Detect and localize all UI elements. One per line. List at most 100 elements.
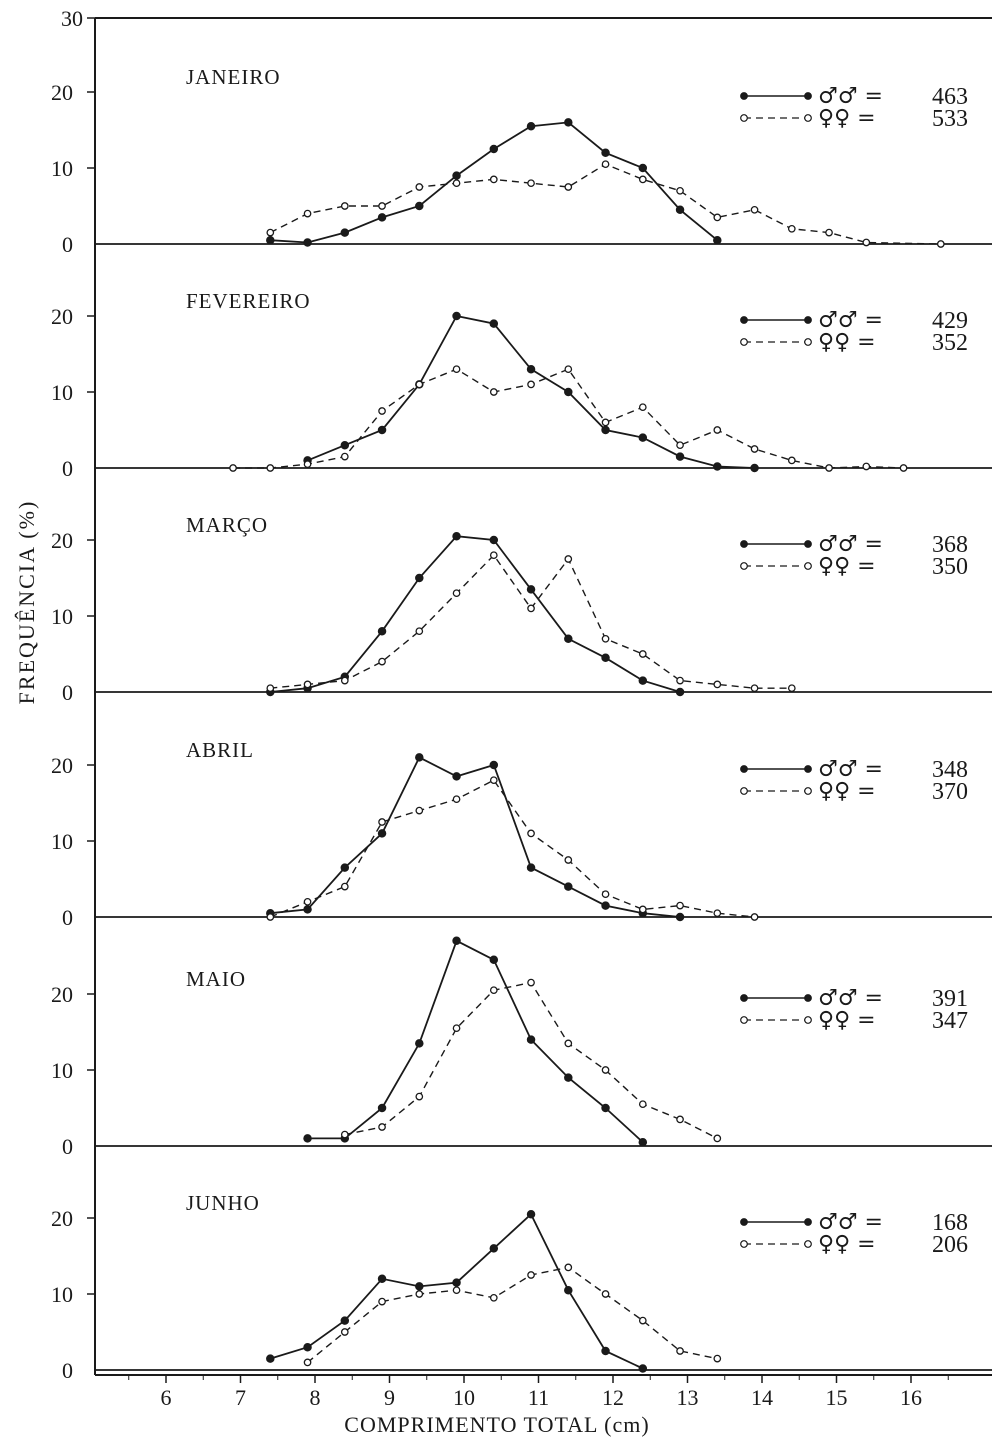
- x-axis-label: COMPRIMENTO TOTAL (cm): [344, 1412, 650, 1437]
- female-data-point: [676, 441, 684, 450]
- male-series-line: [307, 939, 644, 1143]
- female-data-point: [303, 680, 312, 689]
- female-data-point: [676, 901, 684, 910]
- female-data-point: [899, 464, 908, 472]
- female-data-point: [676, 1115, 684, 1124]
- female-series-line: [270, 554, 792, 689]
- female-data-point: [527, 179, 535, 188]
- male-data-point: [526, 585, 536, 594]
- female-data-point: [340, 1328, 349, 1336]
- female-data-point: [452, 179, 461, 188]
- female-data-point: [340, 882, 349, 891]
- female-data-point: [266, 684, 275, 693]
- legend-label: ♀♀ =: [818, 330, 876, 355]
- male-data-point: [601, 1103, 610, 1113]
- y-tick-label: 30: [61, 6, 83, 31]
- female-data-point: [303, 460, 312, 469]
- y-tick-label: 0: [62, 232, 73, 257]
- legend-marker: [740, 765, 748, 773]
- male-data-point: [452, 936, 461, 946]
- male-data-point: [452, 1278, 461, 1287]
- male-data-point: [526, 364, 536, 374]
- male-data-point: [564, 387, 573, 397]
- legend-count: 533: [932, 106, 968, 132]
- male-data-point: [601, 425, 610, 435]
- female-data-point: [415, 1092, 424, 1101]
- male-data-point: [415, 1282, 424, 1291]
- female-data-point: [340, 202, 349, 210]
- female-data-point: [527, 380, 535, 389]
- male-data-point: [415, 573, 424, 583]
- legend-marker: [740, 316, 748, 324]
- female-data-point: [713, 1134, 722, 1143]
- male-series-line: [270, 756, 681, 918]
- female-data-point: [787, 684, 796, 693]
- legend-count: 206: [932, 1232, 968, 1258]
- female-data-point: [378, 818, 386, 826]
- legend-marker: [804, 316, 812, 324]
- male-data-point: [377, 1274, 387, 1284]
- legend-label: ♂♂ =: [818, 84, 883, 109]
- legend-marker: [804, 1240, 812, 1248]
- male-data-point: [638, 676, 648, 685]
- x-tick-label: 14: [751, 1385, 773, 1410]
- male-data-point: [303, 905, 312, 914]
- female-data-point: [415, 627, 424, 636]
- male-data-point: [675, 205, 685, 215]
- male-data-point: [489, 1244, 499, 1253]
- female-data-point: [638, 905, 647, 914]
- male-data-point: [638, 1137, 648, 1147]
- male-data-point: [489, 760, 499, 770]
- x-tick-label: 6: [161, 1385, 172, 1410]
- legend-marker: [804, 1218, 812, 1226]
- male-data-point: [415, 1039, 424, 1048]
- female-data-point: [489, 551, 498, 560]
- female-data-point: [713, 909, 722, 918]
- legend-marker: [740, 787, 748, 795]
- legend-marker: [804, 765, 812, 773]
- female-data-point: [527, 604, 535, 613]
- legend-label: ♀♀ =: [818, 554, 876, 579]
- x-tick-label: 16: [900, 1385, 922, 1410]
- male-data-point: [303, 1134, 312, 1143]
- female-data-point: [564, 1263, 573, 1272]
- legend-label: ♀♀ =: [818, 779, 876, 804]
- legend-marker: [740, 562, 748, 570]
- legend-label: ♀♀ =: [818, 106, 876, 131]
- female-data-point: [266, 913, 275, 921]
- legend-label: ♂♂ =: [818, 1210, 883, 1235]
- male-data-point: [452, 531, 461, 541]
- female-data-point: [564, 183, 573, 191]
- male-data-point: [750, 463, 759, 473]
- male-data-point: [415, 201, 424, 211]
- male-data-point: [377, 626, 387, 636]
- female-data-point: [564, 365, 573, 374]
- male-data-point: [266, 235, 275, 245]
- male-data-point: [526, 863, 536, 872]
- y-tick-label: 10: [51, 380, 73, 405]
- y-tick-label: 0: [62, 680, 73, 705]
- male-data-point: [601, 148, 610, 158]
- female-data-point: [489, 1293, 498, 1302]
- female-data-point: [750, 684, 759, 693]
- female-data-point: [340, 452, 349, 461]
- y-tick-label: 0: [62, 905, 73, 930]
- y-tick-label: 20: [51, 1206, 73, 1231]
- female-data-point: [638, 1100, 647, 1109]
- x-tick-label: 9: [384, 1385, 395, 1410]
- female-data-point: [340, 676, 349, 685]
- female-data-point: [564, 1039, 573, 1048]
- female-data-point: [378, 407, 386, 415]
- male-data-point: [377, 425, 387, 435]
- y-axis-label: FREQUÊNCIA (%): [14, 499, 39, 705]
- y-tick-label: 20: [51, 982, 73, 1007]
- female-series-line: [307, 1266, 718, 1363]
- female-data-point: [862, 238, 871, 247]
- female-data-point: [601, 160, 610, 169]
- male-data-point: [377, 213, 387, 222]
- legend-count: 368: [932, 532, 968, 558]
- female-data-point: [489, 776, 498, 785]
- panel-title: FEVEREIRO: [186, 289, 311, 313]
- legend-marker: [740, 1016, 748, 1024]
- legend-marker: [740, 1240, 748, 1248]
